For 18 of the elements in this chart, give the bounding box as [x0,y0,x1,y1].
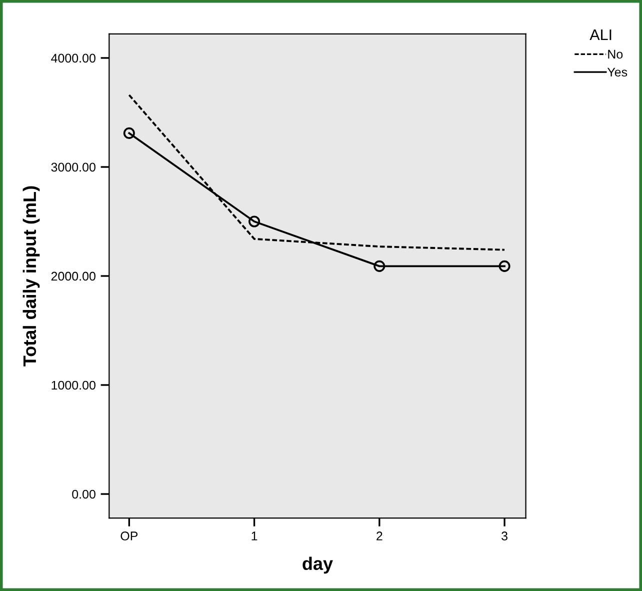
legend-label: Yes [607,68,628,77]
y-tick-label: 3000.00 [51,162,96,172]
x-axis-title: day [302,556,333,574]
y-tick-label: 4000.00 [51,54,96,63]
x-tick-label: 1 [252,532,258,540]
y-axis-title: Total daily input (mL) [22,186,40,366]
point [374,260,386,272]
legend-label: No [608,50,623,59]
point [123,127,135,139]
legend-title: ALI [590,30,612,40]
point [498,260,510,272]
y-tick-label: 0.00 [72,490,96,499]
x-tick-label: OP [120,532,138,540]
y-tick-label: 1000.00 [52,380,96,390]
y-tick-label: 2000.00 [51,272,96,281]
x-tick-label: 2 [376,532,382,540]
x-tick-label: 3 [502,532,508,540]
point [248,216,260,228]
